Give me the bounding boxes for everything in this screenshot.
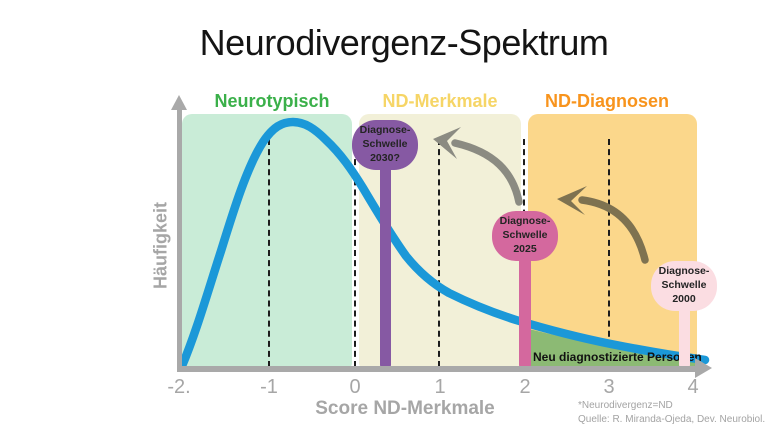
gridline-1	[438, 139, 440, 367]
footnote-abbreviation: *Neurodivergenz=ND	[578, 400, 673, 411]
region-neurotypisch	[182, 114, 352, 369]
gridline-minus1	[268, 139, 270, 367]
x-tick-1: 1	[434, 376, 446, 398]
threshold-2000-stem	[679, 305, 690, 368]
x-tick-minus1: -1	[260, 376, 278, 398]
region-heading-neurotypisch: Neurotypisch	[214, 91, 330, 111]
gridline-3	[608, 139, 610, 367]
x-axis-arrow-icon	[695, 358, 712, 378]
region-heading-nd-merkmale: ND-Merkmale	[382, 91, 498, 111]
y-axis	[177, 108, 182, 369]
x-axis	[177, 366, 697, 372]
footnote-source: Quelle: R. Miranda-Ojeda, Dev. Neurobiol…	[578, 414, 768, 425]
x-axis-title: Score ND-Merkmale	[315, 398, 495, 419]
newly-diagnosed-label: Neu diagnostizierte Personen	[533, 350, 702, 364]
x-tick-2: 2	[519, 376, 531, 398]
gridline-0	[354, 139, 356, 367]
threshold-2025-bubble: Diagnose- Schwelle 2025	[492, 211, 558, 261]
y-axis-arrow-icon	[171, 95, 187, 110]
y-axis-title: Häufigkeit	[150, 202, 171, 290]
x-tick-0: 0	[349, 376, 361, 398]
threshold-2000-bubble: Diagnose- Schwelle 2000	[651, 261, 717, 311]
x-tick-4: 4	[687, 376, 699, 398]
region-heading-nd-diagnosen: ND-Diagnosen	[544, 91, 669, 111]
page-title: Neurodivergenz-Spektrum	[199, 22, 609, 63]
x-tick-3: 3	[603, 376, 615, 398]
threshold-2030-stem	[380, 163, 391, 368]
threshold-2025-stem	[519, 255, 531, 368]
threshold-2030-bubble: Diagnose- Schwelle 2030?	[352, 120, 418, 170]
x-tick-minus2: -2.	[167, 376, 191, 398]
